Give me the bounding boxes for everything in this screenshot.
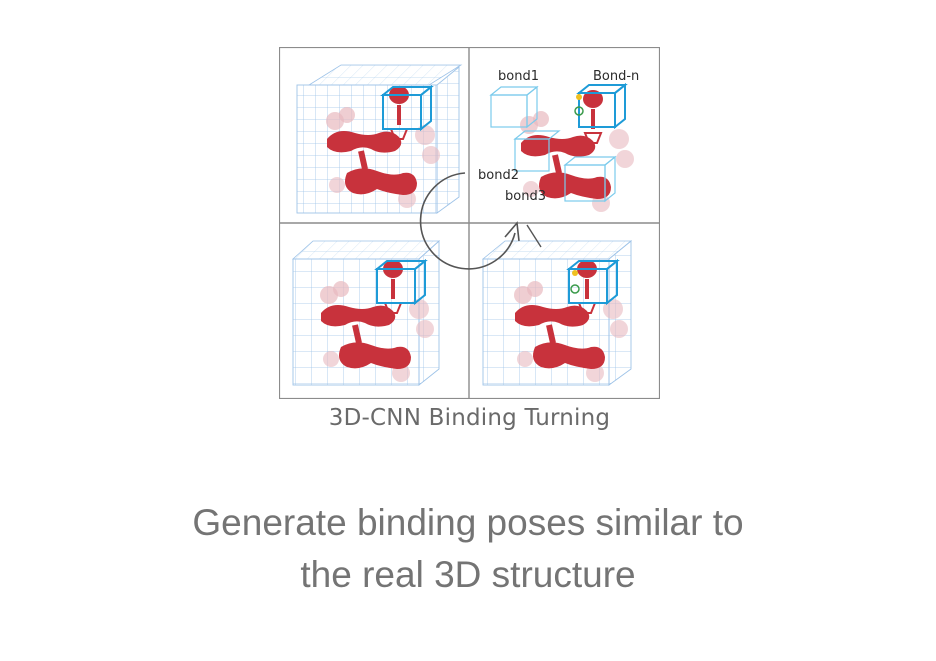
- bond-n-label: Bond-n: [593, 69, 639, 84]
- bond3-label: bond3: [505, 189, 546, 204]
- panel-bottom-right: [481, 240, 633, 386]
- bond1-label: bond1: [498, 69, 539, 84]
- panel-bottom-left: [291, 239, 441, 386]
- panel-top-right: [489, 82, 634, 212]
- bond2-label: bond2: [478, 168, 519, 183]
- figure-caption: 3D-CNN Binding Turning: [328, 405, 611, 431]
- panel-top-left: [296, 64, 463, 214]
- binding-tuning-figure: bond1 Bond-n bond2 bond3: [279, 47, 660, 399]
- description-line-2: the real 3D structure: [300, 554, 636, 595]
- rotation-arrow: [419, 172, 542, 270]
- description-line-1: Generate binding poses similar to: [192, 502, 744, 543]
- description-text: Generate binding poses similar to the re…: [0, 497, 936, 601]
